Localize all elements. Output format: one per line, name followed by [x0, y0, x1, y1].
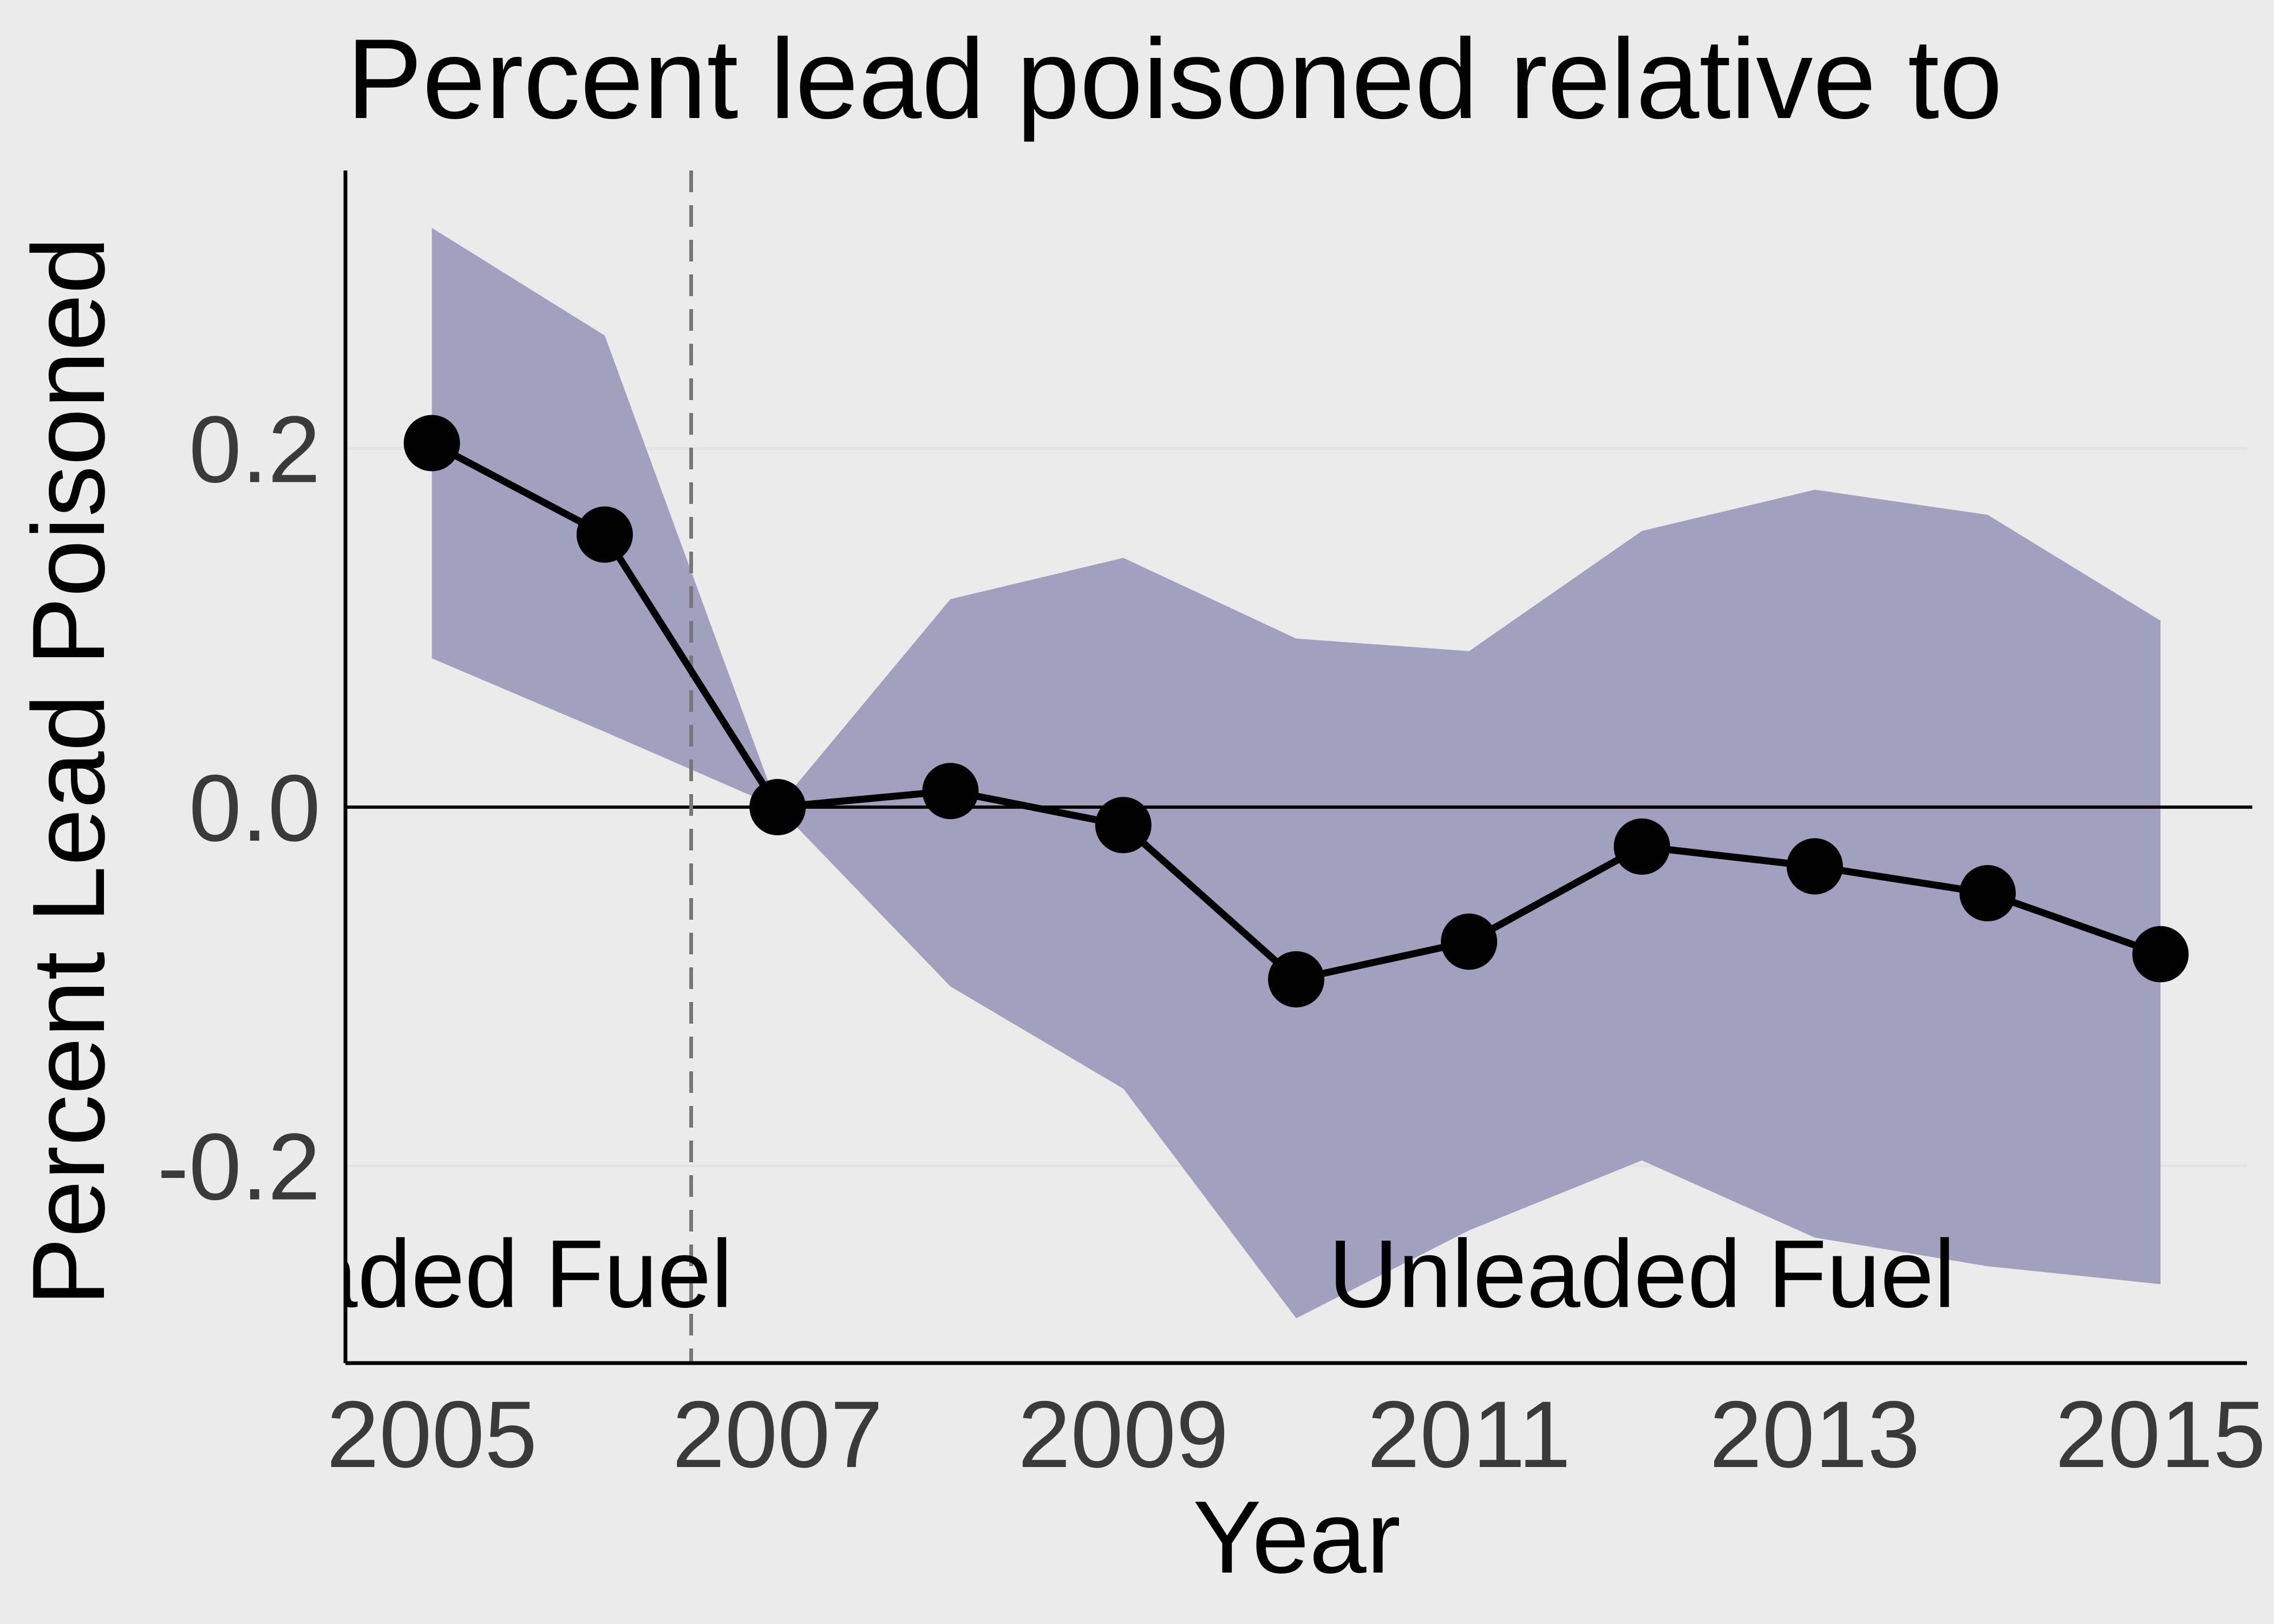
- x-axis-title: Year: [1193, 1480, 1401, 1595]
- chart-title: Percent lead poisoned relative to: [347, 15, 2003, 142]
- data-point-2006: [576, 506, 633, 563]
- data-point-2008: [922, 763, 979, 820]
- annotations-layer: aded Fuel Unleaded Fuel: [304, 1220, 1956, 1327]
- annotation-1: Unleaded Fuel: [1329, 1220, 1956, 1327]
- y-tick-label-2: 0.2: [189, 397, 321, 502]
- y-tick-label-0: -0.2: [157, 1115, 321, 1220]
- x-tick-label-2011: 2011: [1367, 1382, 1571, 1488]
- axes-layer: [343, 171, 2247, 1365]
- reference-lines: [345, 171, 2252, 1363]
- data-point-2010: [1268, 951, 1324, 1008]
- x-tick-label-2013: 2013: [1709, 1382, 1920, 1488]
- x-tick-label-2007: 2007: [672, 1382, 883, 1488]
- x-tick-label-2009: 2009: [1018, 1382, 1229, 1488]
- y-tick-label-1: 0.0: [189, 756, 321, 861]
- annotation-0: aded Fuel: [304, 1220, 733, 1327]
- tick-labels-layer: 2005 2007 2009 2011 2013 2015 -0.2 0.0 0.2: [157, 397, 2266, 1488]
- data-point-2009: [1095, 797, 1152, 854]
- data-point-2007: [749, 779, 806, 836]
- data-point-2013: [1786, 838, 1843, 895]
- x-tick-label-2005: 2005: [326, 1382, 537, 1488]
- data-points-layer: [403, 415, 2189, 1008]
- data-point-2014: [1959, 865, 2016, 922]
- data-point-2005: [403, 415, 460, 472]
- data-point-2015: [2132, 926, 2189, 983]
- data-point-2012: [1613, 818, 1670, 875]
- x-tick-label-2015: 2015: [2055, 1382, 2266, 1488]
- y-axis-title: Percent Lead Poisoned: [11, 237, 126, 1306]
- confidence-ribbon: [432, 228, 2161, 1319]
- confidence-ribbon-layer: [432, 228, 2161, 1319]
- data-point-2011: [1441, 913, 1498, 970]
